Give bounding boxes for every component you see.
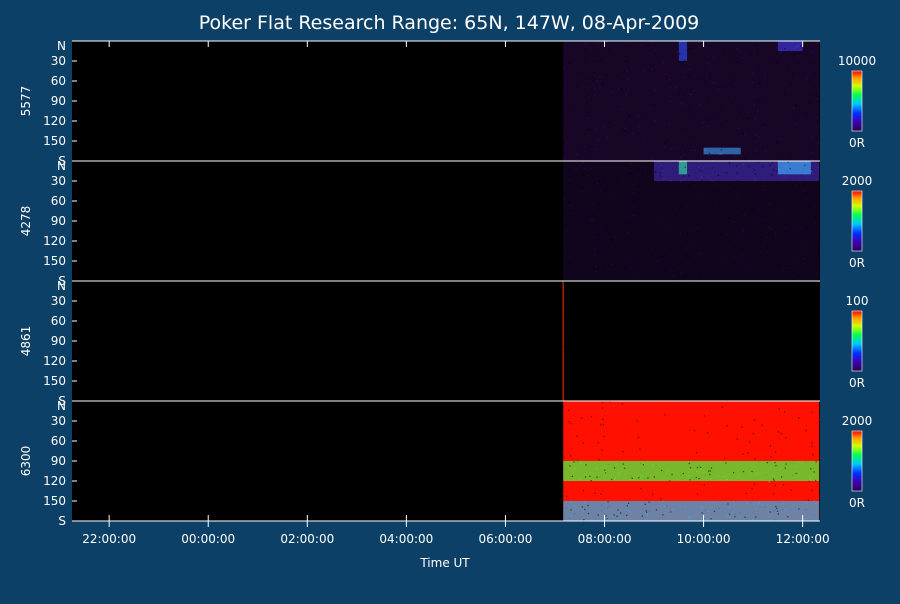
x-tick-label: 10:00:00 bbox=[677, 532, 731, 546]
colorbar bbox=[851, 430, 863, 492]
colorbar bbox=[851, 70, 863, 132]
y-tick-label: 150 bbox=[43, 374, 66, 388]
y-tick-label: S bbox=[58, 394, 66, 408]
panel-label: 4861 bbox=[19, 326, 33, 357]
x-tick-label: 22:00:00 bbox=[82, 532, 136, 546]
colorbar-min-label: 0R bbox=[849, 376, 865, 390]
chart-title: Poker Flat Research Range: 65N, 147W, 08… bbox=[199, 12, 700, 34]
heatmap-feature bbox=[563, 501, 820, 521]
x-tick-label: 02:00:00 bbox=[280, 532, 334, 546]
panel-label: 4278 bbox=[19, 206, 33, 237]
heatmap-feature bbox=[703, 147, 741, 155]
panel-content bbox=[563, 401, 820, 521]
heatmap-feature bbox=[678, 161, 688, 175]
y-tick-label: 90 bbox=[51, 454, 66, 468]
x-tick-label: 00:00:00 bbox=[181, 532, 235, 546]
panel-background bbox=[72, 281, 820, 401]
panel-4278: N30 60 90 120 150 S 4278 2000 0R bbox=[19, 159, 872, 288]
y-tick-label: N bbox=[57, 279, 66, 293]
colorbar bbox=[851, 190, 863, 252]
heatmap-feature bbox=[563, 461, 820, 483]
heatmap-feature bbox=[563, 41, 820, 161]
colorbar-min-label: 0R bbox=[849, 496, 865, 510]
y-tick-label: S bbox=[58, 274, 66, 288]
y-tick-label: 120 bbox=[43, 354, 66, 368]
y-tick-label: 30 bbox=[51, 174, 66, 188]
colorbar-max-label: 2000 bbox=[842, 414, 873, 428]
y-tick-label: N bbox=[57, 39, 66, 53]
y-tick-label: 120 bbox=[43, 474, 66, 488]
heatmap-feature bbox=[777, 41, 803, 52]
panel-content bbox=[562, 281, 565, 401]
y-tick-label: N bbox=[57, 159, 66, 173]
y-tick-label: S bbox=[58, 514, 66, 528]
colorbar-min-label: 0R bbox=[849, 136, 865, 150]
panel-6300: N30 60 90 120 150 S 6300 2000 0R bbox=[19, 399, 872, 528]
y-tick-label: 150 bbox=[43, 254, 66, 268]
colorbar-max-label: 10000 bbox=[838, 54, 876, 68]
y-tick-label: N bbox=[57, 399, 66, 413]
y-tick-label: 60 bbox=[51, 434, 66, 448]
heatmap-feature bbox=[562, 281, 565, 401]
y-tick-label: 120 bbox=[43, 114, 66, 128]
x-tick-label: 06:00:00 bbox=[478, 532, 532, 546]
colorbar-max-label: 2000 bbox=[842, 174, 873, 188]
y-tick-label: 90 bbox=[51, 334, 66, 348]
panel-label: 6300 bbox=[19, 446, 33, 477]
panel-background bbox=[72, 41, 820, 161]
x-axis-label: Time UT bbox=[419, 556, 470, 570]
y-tick-label: 60 bbox=[51, 74, 66, 88]
colorbar-min-label: 0R bbox=[849, 256, 865, 270]
y-tick-label: S bbox=[58, 154, 66, 168]
heatmap-feature bbox=[678, 41, 688, 62]
y-tick-label: 60 bbox=[51, 314, 66, 328]
y-tick-label: 90 bbox=[51, 94, 66, 108]
y-tick-label: 150 bbox=[43, 494, 66, 508]
panel-5577: N30 60 90 120 150 S 5577 10000 0R bbox=[19, 39, 876, 168]
heatmap-feature bbox=[777, 161, 812, 175]
y-tick-label: 90 bbox=[51, 214, 66, 228]
y-tick-label: 30 bbox=[51, 54, 66, 68]
y-tick-label: 30 bbox=[51, 294, 66, 308]
x-tick-label: 08:00:00 bbox=[578, 532, 632, 546]
x-tick-label: 04:00:00 bbox=[379, 532, 433, 546]
colorbar bbox=[851, 310, 863, 372]
colorbar-max-label: 100 bbox=[846, 294, 869, 308]
x-tick-label: 12:00:00 bbox=[776, 532, 830, 546]
panels-layer: N306090120150S5577100000RN306090120150S4… bbox=[19, 39, 876, 528]
panel-content bbox=[563, 41, 820, 161]
x-axis: 22:00:00 00:00:00 02:00:00 04:00:00 06:00:00… bbox=[82, 41, 830, 546]
y-tick-label: 60 bbox=[51, 194, 66, 208]
y-tick-label: 30 bbox=[51, 414, 66, 428]
y-tick-label: 150 bbox=[43, 134, 66, 148]
panel-4861: N30 60 90 120 150 S 4861 100 0R bbox=[19, 279, 868, 408]
y-tick-label: 120 bbox=[43, 234, 66, 248]
panel-label: 5577 bbox=[19, 86, 33, 117]
panel-content bbox=[563, 161, 820, 281]
